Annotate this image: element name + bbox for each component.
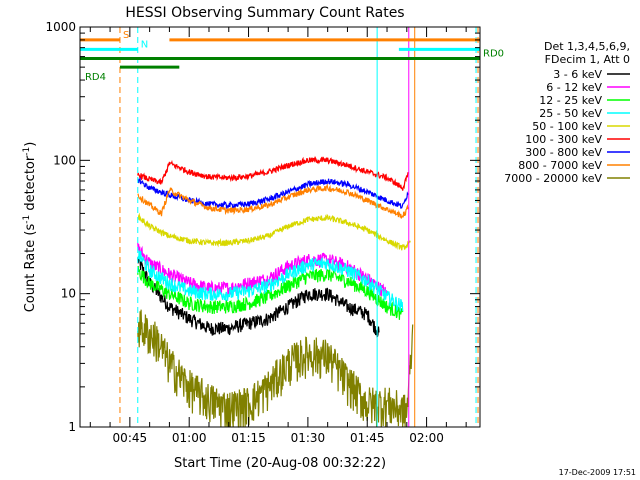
legend-label: 25 - 50 keV (539, 107, 602, 120)
y-tick-label: 1000 (45, 20, 76, 34)
chart-title: HESSI Observing Summary Count Rates (125, 5, 404, 21)
legend-label: 3 - 6 keV (553, 68, 602, 81)
legend-title-line-2: FDecim 1, Att 0 (545, 53, 630, 66)
series-line-9 (137, 309, 414, 428)
legend-title-line-1: Det 1,3,4,5,6,9, (544, 40, 630, 53)
legend-label: 6 - 12 keV (546, 81, 602, 94)
legend-label: 300 - 800 keV (525, 146, 602, 159)
y-tick-label: 1 (68, 420, 76, 434)
legend: Det 1,3,4,5,6,9, FDecim 1, Att 0 3 - 6 k… (504, 40, 630, 185)
flag-label-n: N (141, 39, 148, 50)
x-tick-label: 00:45 (113, 431, 148, 445)
series-line-6 (137, 155, 409, 191)
y-tick-label: 10 (61, 287, 76, 301)
series-line-3 (137, 265, 404, 320)
legend-label: 50 - 100 keV (532, 120, 602, 133)
legend-label: 12 - 25 keV (539, 94, 602, 107)
series-line-5 (137, 212, 411, 251)
legend-label: 100 - 300 keV (525, 133, 602, 146)
axis-layer: 1 10 100 1000 00:45 01:00 01:15 01:30 01:45 02:00 (45, 20, 480, 445)
series-layer (137, 155, 414, 428)
legend-label: 800 - 7000 keV (518, 159, 602, 172)
series-line-4 (137, 250, 404, 313)
flag-label-rd4: RD4 (85, 72, 106, 83)
series-line-7 (137, 177, 409, 211)
legend-label: 7000 - 20000 keV (504, 172, 602, 185)
series-line-1 (137, 255, 380, 338)
timestamp: 17-Dec-2009 17:51 (559, 468, 636, 477)
series-line-8 (137, 183, 409, 219)
y-tick-label: 100 (53, 153, 76, 167)
x-axis-label: Start Time (20-Aug-08 00:32:22) (174, 456, 386, 471)
x-tick-label: 01:30 (291, 431, 326, 445)
flag-label-s: S (123, 30, 129, 41)
annotation-layer: S N RD0 RD4 (80, 27, 504, 427)
x-tick-label: 01:15 (231, 431, 266, 445)
flag-label-rd0: RD0 (483, 49, 504, 60)
x-tick-label: 01:45 (350, 431, 385, 445)
x-tick-label: 01:00 (172, 431, 207, 445)
plot-frame (79, 26, 481, 428)
y-axis-label: Count Rate (s-1 detector-1) (22, 142, 38, 313)
x-tick-label: 02:00 (409, 431, 444, 445)
